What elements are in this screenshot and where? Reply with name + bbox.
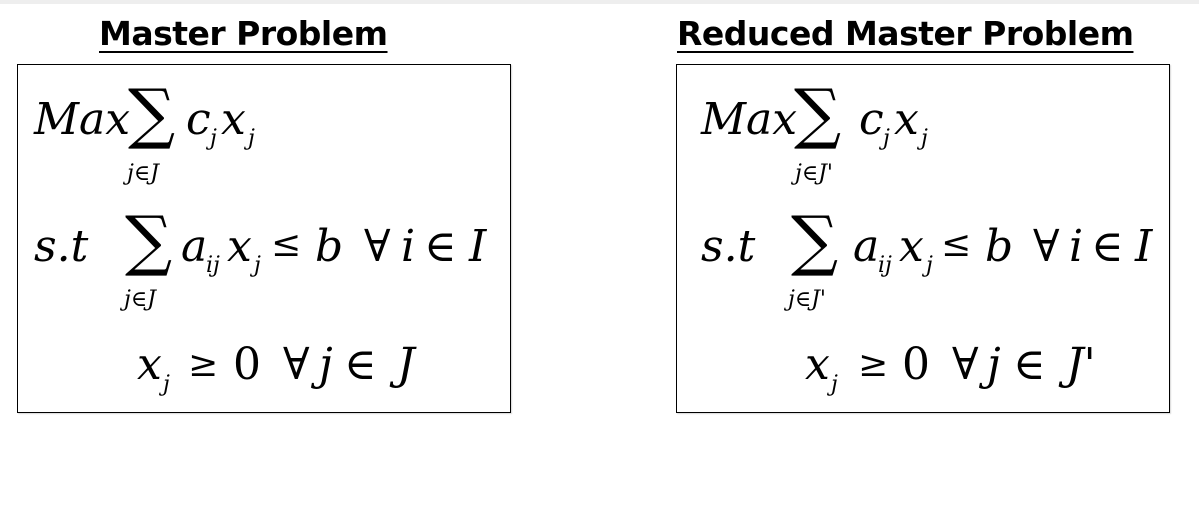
objective-sum-index: j∈J' [795,161,833,186]
constraint-coefficient-subscript: ij [206,253,220,278]
greater-equal-sign: ≥ [858,344,889,385]
nonneg-element-of-symbol: ∈ [1013,339,1046,390]
nonneg-forall-symbol: ∀ [283,339,310,390]
less-equal-sign: ≤ [271,224,302,265]
nonneg-variable: x [805,339,830,390]
max-label: Max [34,94,131,145]
st-label: s.t [34,221,89,272]
top-border-line [0,0,1199,4]
constraint-rhs: b [315,221,344,272]
st-label: s.t [701,221,756,272]
forall-symbol: ∀ [1033,221,1060,272]
nonneg-forall-symbol: ∀ [952,339,979,390]
forall-variable: i [1069,221,1084,272]
reduced-master-problem-panel: Reduced Master Problem Max ∑ j∈J' c j x … [599,0,1199,524]
master-problem-formulation-box: Max ∑ j∈J c j x j s.t ∑ j∈J a ij x j ≤ b… [17,64,511,413]
constraint-sum-index: j∈J [124,287,156,312]
constraint-coefficient: a [181,221,208,272]
master-problem-panel: Master Problem Max ∑ j∈J c j x j s.t ∑ j… [17,14,511,413]
element-of-symbol: ∈ [424,221,457,272]
constraint-variable-subscript: j [254,253,261,278]
constraint-coefficient: a [853,221,880,272]
constraint-set: I [469,221,487,272]
objective-sum-symbol: ∑ [794,75,842,152]
max-label: Max [701,94,798,145]
constraint-rhs: b [985,221,1014,272]
nonneg-set: J' [1066,339,1096,390]
element-of-symbol: ∈ [1091,221,1124,272]
objective-coefficient: c [186,94,211,145]
constraint-variable: x [227,221,252,272]
nonneg-variable-subscript: j [831,372,838,397]
constraint-sum-symbol: ∑ [125,202,173,279]
objective-variable-subscript: j [921,126,928,151]
reduced-master-problem-formulation-box: Max ∑ j∈J' c j x j s.t ∑ j∈J' a ij x j ≤… [676,64,1170,413]
objective-variable-subscript: j [248,126,255,151]
constraint-set: I [1135,221,1153,272]
nonneg-variable: x [137,339,162,390]
objective-coefficient-subscript: j [210,126,217,151]
objective-variable: x [221,94,246,145]
objective-sum-symbol: ∑ [128,75,176,152]
constraint-sum-symbol: ∑ [791,202,839,279]
reduced-master-problem-title: Reduced Master Problem [677,14,1134,53]
objective-variable: x [894,94,919,145]
nonneg-set: J [397,339,415,390]
constraint-variable: x [899,221,924,272]
nonneg-element-of-symbol: ∈ [344,339,377,390]
nonneg-variable-subscript: j [163,372,170,397]
objective-coefficient: c [859,94,884,145]
forall-symbol: ∀ [364,221,391,272]
greater-equal-sign: ≥ [188,344,219,385]
nonneg-forall-variable: j [987,339,1001,390]
constraint-sum-index: j∈J' [788,287,826,312]
forall-variable: i [401,221,416,272]
objective-sum-index: j∈J [127,161,159,186]
constraint-coefficient-subscript: ij [878,253,892,278]
objective-coefficient-subscript: j [883,126,890,151]
master-problem-title: Master Problem [99,14,388,53]
less-equal-sign: ≤ [941,224,972,265]
nonneg-zero: 0 [233,339,261,390]
constraint-variable-subscript: j [926,253,933,278]
nonneg-zero: 0 [902,339,930,390]
nonneg-forall-variable: j [319,339,333,390]
